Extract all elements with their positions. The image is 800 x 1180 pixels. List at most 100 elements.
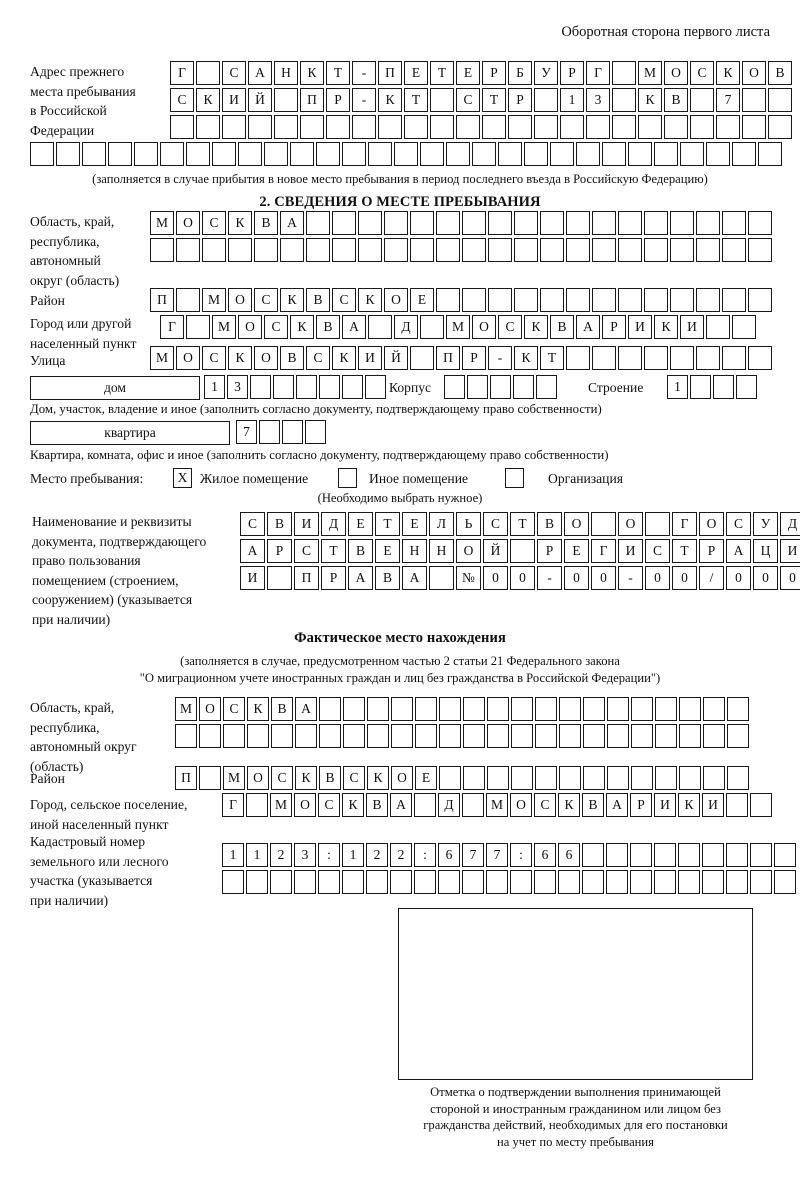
char-cell[interactable] bbox=[748, 211, 772, 235]
char-cell[interactable] bbox=[267, 566, 292, 590]
char-cell[interactable] bbox=[259, 420, 280, 444]
char-cell[interactable] bbox=[487, 766, 509, 790]
char-cell[interactable] bbox=[134, 142, 158, 166]
char-cell[interactable]: М bbox=[150, 346, 174, 370]
char-cell[interactable]: С bbox=[170, 88, 194, 112]
char-cell[interactable] bbox=[488, 211, 512, 235]
char-cell[interactable] bbox=[534, 870, 556, 894]
char-cell[interactable] bbox=[768, 88, 792, 112]
char-cell[interactable] bbox=[774, 843, 796, 867]
char-cell[interactable] bbox=[463, 724, 485, 748]
char-cell[interactable]: И bbox=[618, 539, 643, 563]
char-cell[interactable] bbox=[576, 142, 600, 166]
char-cell[interactable] bbox=[487, 697, 509, 721]
char-cell[interactable]: О bbox=[618, 512, 643, 536]
char-cell[interactable]: А bbox=[726, 539, 751, 563]
char-cell[interactable]: М bbox=[202, 288, 226, 312]
checkbox-residential[interactable]: Х bbox=[173, 468, 192, 488]
char-cell[interactable] bbox=[212, 142, 236, 166]
char-cell[interactable]: К bbox=[514, 346, 538, 370]
char-cell[interactable]: Е bbox=[402, 512, 427, 536]
char-cell[interactable] bbox=[628, 142, 652, 166]
char-cell[interactable] bbox=[706, 142, 730, 166]
char-cell[interactable] bbox=[680, 142, 704, 166]
char-cell[interactable] bbox=[384, 238, 408, 262]
char-cell[interactable]: У bbox=[534, 61, 558, 85]
char-cell[interactable] bbox=[394, 142, 418, 166]
char-cell[interactable]: О bbox=[247, 766, 269, 790]
char-cell[interactable] bbox=[410, 238, 434, 262]
char-cell[interactable] bbox=[612, 115, 636, 139]
char-cell[interactable]: 0 bbox=[591, 566, 616, 590]
char-cell[interactable]: С bbox=[332, 288, 356, 312]
char-cell[interactable]: В bbox=[319, 766, 341, 790]
char-cell[interactable] bbox=[463, 697, 485, 721]
char-cell[interactable]: К bbox=[716, 61, 740, 85]
char-cell[interactable] bbox=[390, 870, 412, 894]
char-cell[interactable] bbox=[150, 238, 174, 262]
char-cell[interactable] bbox=[316, 142, 340, 166]
char-cell[interactable] bbox=[606, 870, 628, 894]
char-cell[interactable] bbox=[702, 870, 724, 894]
char-cell[interactable] bbox=[607, 697, 629, 721]
char-cell[interactable] bbox=[319, 697, 341, 721]
char-cell[interactable] bbox=[583, 724, 605, 748]
char-cell[interactable] bbox=[467, 375, 488, 399]
char-cell[interactable]: Е bbox=[348, 512, 373, 536]
char-cell[interactable]: Р bbox=[326, 88, 350, 112]
confirmation-stamp-box[interactable] bbox=[398, 908, 753, 1080]
char-cell[interactable] bbox=[607, 766, 629, 790]
checkbox-organization[interactable] bbox=[505, 468, 524, 488]
char-cell[interactable]: А bbox=[402, 566, 427, 590]
char-cell[interactable] bbox=[391, 697, 413, 721]
char-cell[interactable] bbox=[368, 315, 392, 339]
char-cell[interactable]: Й bbox=[483, 539, 508, 563]
char-cell[interactable]: - bbox=[352, 88, 376, 112]
char-cell[interactable] bbox=[367, 724, 389, 748]
char-cell[interactable]: С bbox=[690, 61, 714, 85]
char-cell[interactable]: А bbox=[280, 211, 304, 235]
char-cell[interactable]: В bbox=[768, 61, 792, 85]
char-cell[interactable] bbox=[160, 142, 184, 166]
char-cell[interactable] bbox=[306, 211, 330, 235]
char-cell[interactable] bbox=[655, 724, 677, 748]
char-cell[interactable]: С bbox=[498, 315, 522, 339]
char-cell[interactable]: Е bbox=[456, 61, 480, 85]
char-cell[interactable] bbox=[664, 115, 688, 139]
char-cell[interactable] bbox=[270, 870, 292, 894]
char-cell[interactable]: Е bbox=[415, 766, 437, 790]
char-cell[interactable]: М bbox=[638, 61, 662, 85]
char-cell[interactable]: П bbox=[436, 346, 460, 370]
char-cell[interactable]: К bbox=[295, 766, 317, 790]
char-cell[interactable] bbox=[378, 115, 402, 139]
char-cell[interactable] bbox=[305, 420, 326, 444]
char-cell[interactable] bbox=[696, 288, 720, 312]
char-cell[interactable] bbox=[456, 115, 480, 139]
char-cell[interactable] bbox=[342, 870, 364, 894]
char-cell[interactable]: О bbox=[176, 346, 200, 370]
char-cell[interactable]: 6 bbox=[558, 843, 580, 867]
char-cell[interactable]: Г bbox=[591, 539, 616, 563]
char-cell[interactable] bbox=[706, 315, 730, 339]
char-cell[interactable] bbox=[655, 766, 677, 790]
char-cell[interactable] bbox=[638, 115, 662, 139]
char-cell[interactable]: Т bbox=[672, 539, 697, 563]
char-cell[interactable] bbox=[606, 843, 628, 867]
char-cell[interactable]: В bbox=[316, 315, 340, 339]
char-cell[interactable] bbox=[644, 346, 668, 370]
char-cell[interactable]: М bbox=[223, 766, 245, 790]
char-cell[interactable] bbox=[654, 142, 678, 166]
char-cell[interactable]: О bbox=[510, 793, 532, 817]
char-cell[interactable]: 0 bbox=[726, 566, 751, 590]
char-cell[interactable] bbox=[736, 375, 757, 399]
char-cell[interactable]: 1 bbox=[204, 375, 225, 399]
char-cell[interactable]: Р bbox=[482, 61, 506, 85]
char-cell[interactable]: К bbox=[378, 88, 402, 112]
char-cell[interactable]: К bbox=[367, 766, 389, 790]
char-cell[interactable]: С bbox=[318, 793, 340, 817]
char-cell[interactable]: Р bbox=[321, 566, 346, 590]
char-cell[interactable] bbox=[670, 288, 694, 312]
char-cell[interactable]: Р bbox=[267, 539, 292, 563]
char-cell[interactable] bbox=[247, 724, 269, 748]
char-cell[interactable]: В bbox=[254, 211, 278, 235]
